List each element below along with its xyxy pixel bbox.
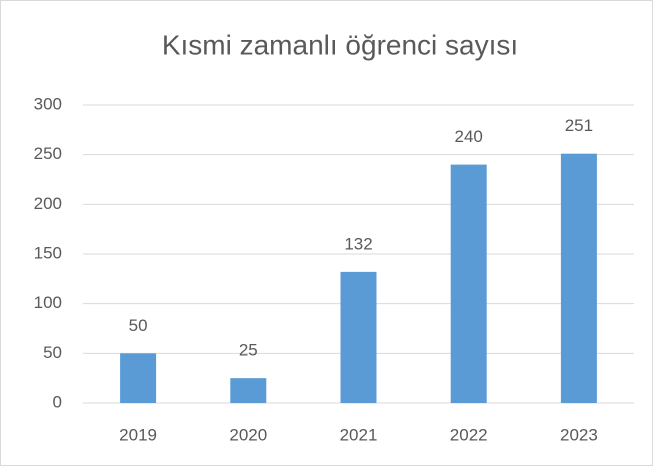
data-label: 251 xyxy=(565,116,593,135)
x-tick-label: 2019 xyxy=(119,425,157,444)
y-tick-label: 200 xyxy=(34,194,62,213)
bar xyxy=(450,164,487,403)
y-tick-label: 300 xyxy=(34,94,62,113)
bar xyxy=(560,153,597,403)
data-label: 50 xyxy=(129,316,148,335)
data-label: 240 xyxy=(455,127,483,146)
x-tick-label: 2020 xyxy=(229,425,267,444)
y-tick-label: 150 xyxy=(34,243,62,262)
bar xyxy=(340,271,377,403)
chart-title: Kısmi zamanlı öğrenci sayısı xyxy=(162,29,518,60)
y-tick-label: 0 xyxy=(53,392,62,411)
y-tick-label: 250 xyxy=(34,144,62,163)
data-label: 132 xyxy=(344,234,372,253)
x-tick-label: 2021 xyxy=(340,425,378,444)
data-label: 25 xyxy=(239,341,258,360)
bar xyxy=(120,353,157,403)
bar xyxy=(230,378,267,403)
y-tick-label: 100 xyxy=(34,293,62,312)
x-tick-label: 2022 xyxy=(450,425,488,444)
x-tick-label: 2023 xyxy=(560,425,598,444)
y-tick-label: 50 xyxy=(43,343,62,362)
